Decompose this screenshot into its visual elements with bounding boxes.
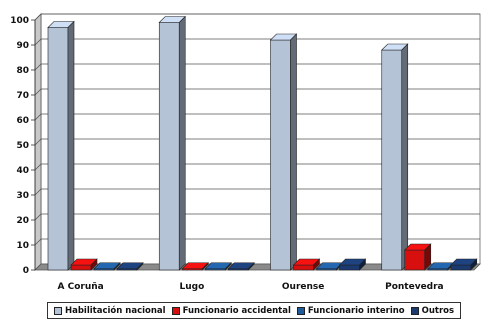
- bar-1-4: [381, 43, 409, 271]
- gridline-side: [34, 188, 42, 196]
- bar-1-1: [47, 20, 75, 271]
- gridline-side: [34, 63, 42, 71]
- y-tick-label: 60: [16, 116, 29, 126]
- y-tick-label: 0: [23, 266, 29, 276]
- gridline-side: [34, 88, 42, 96]
- gridline-side: [34, 38, 42, 46]
- y-tick-label: 70: [16, 91, 29, 101]
- bar-2-1: [70, 258, 98, 271]
- legend-label: Funcionario interino: [307, 305, 405, 316]
- bar-4-2: [227, 262, 255, 271]
- y-tick-label: 80: [16, 66, 29, 76]
- y-tick-label: 10: [16, 241, 29, 251]
- bar-3-1: [93, 262, 121, 271]
- gridline-side: [34, 13, 42, 21]
- y-tick-label: 20: [16, 216, 29, 226]
- legend-item-2: Funcionario accidental: [171, 305, 291, 316]
- gridline-side: [34, 213, 42, 221]
- x-category-label: A Coruña: [58, 282, 104, 292]
- legend-swatch: [296, 306, 305, 315]
- gridline-side: [34, 138, 42, 146]
- y-tick-label: 50: [16, 141, 29, 151]
- bar-chart: 0 10 20 30 40 50 60 70 80 90 100 A Coruña Lugo Ouren…: [10, 13, 481, 292]
- bar-1-3: [269, 33, 298, 271]
- bar-2-4: [404, 243, 432, 271]
- bar-2-3: [292, 258, 321, 271]
- gridline-side: [34, 163, 42, 171]
- legend-label: Funcionario accidental: [182, 305, 291, 316]
- bar-1-2: [158, 15, 186, 271]
- x-category-label: Pontevedra: [385, 282, 444, 292]
- bar-4-1: [116, 262, 144, 271]
- y-axis-ticks: 0 10 20 30 40 50 60 70 80 90 100: [10, 16, 36, 276]
- chart-bars: [47, 15, 478, 271]
- legend-label: Outros: [421, 305, 455, 316]
- x-axis-categories: A Coruña Lugo Ourense Pontevedra: [58, 282, 444, 292]
- bar-2-2: [181, 262, 209, 271]
- legend-item-4: Outros: [410, 305, 455, 316]
- y-tick-label: 100: [10, 16, 29, 26]
- chart-walls: [34, 13, 481, 271]
- legend-label: Habilitación nacional: [65, 305, 166, 316]
- legend-swatch: [171, 306, 180, 315]
- legend-swatch: [54, 306, 62, 315]
- gridline-side: [34, 238, 42, 246]
- bar-3-2: [204, 262, 232, 271]
- y-tick-label: 40: [16, 166, 29, 176]
- bar-4-4: [450, 258, 478, 271]
- legend-item-1: Habilitación nacional: [54, 306, 166, 316]
- chart-legend: Habilitación nacional Funcionario acciden…: [47, 302, 462, 319]
- legend-swatch: [410, 306, 419, 315]
- bar-4-3: [338, 258, 367, 271]
- y-tick-label: 30: [16, 191, 29, 201]
- x-category-label: Ourense: [282, 282, 324, 292]
- x-category-label: Lugo: [179, 282, 204, 292]
- y-tick-label: 90: [16, 41, 29, 51]
- gridline-side: [34, 113, 42, 121]
- legend-item-3: Funcionario interino: [296, 305, 405, 316]
